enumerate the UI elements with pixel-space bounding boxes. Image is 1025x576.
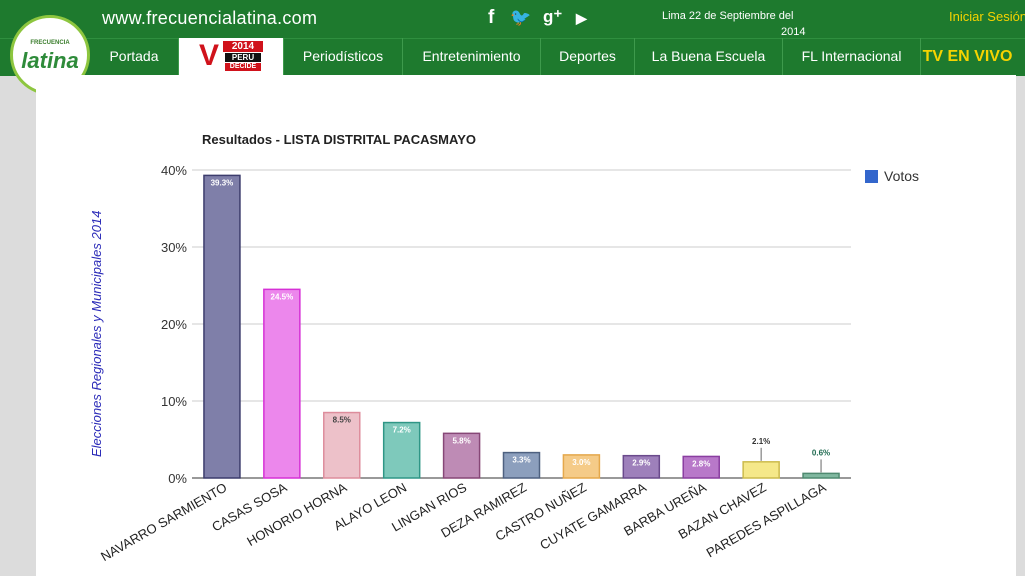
y-tick-label: 0%: [168, 471, 187, 486]
main-nav: [0, 38, 1025, 76]
peru-decide-logo: V 2014 PERU DECIDE: [199, 40, 267, 72]
nav-la-buena-escuela[interactable]: La Buena Escuela: [634, 38, 782, 75]
y-tick-label: 40%: [161, 163, 187, 178]
value-label: 8.5%: [333, 416, 351, 425]
nav-deportes[interactable]: Deportes: [540, 38, 634, 75]
facebook-icon[interactable]: f: [488, 7, 495, 28]
value-label: 24.5%: [271, 292, 294, 301]
value-label: 3.0%: [572, 458, 590, 467]
legend-swatch: [865, 170, 878, 183]
nav-fl-internacional[interactable]: FL Internacional: [782, 38, 920, 75]
google-plus-icon[interactable]: g⁺: [543, 7, 563, 26]
bar: [802, 472, 840, 479]
nav-portada[interactable]: Portada: [109, 48, 159, 64]
logo-main-text: latina: [21, 48, 79, 73]
twitter-icon[interactable]: 🐦: [510, 8, 532, 27]
nav-periodisticos[interactable]: Periodísticos: [283, 38, 402, 75]
y-tick-label: 20%: [161, 317, 187, 332]
badge-line1: PERU: [225, 53, 261, 62]
nav-tv-en-vivo[interactable]: TV EN VIVO: [920, 38, 1014, 75]
value-label: 2.9%: [632, 459, 650, 468]
youtube-icon[interactable]: ▶: [576, 10, 587, 26]
bar: [203, 174, 241, 479]
bar: [263, 288, 301, 479]
login-link[interactable]: Iniciar Sesión: [949, 9, 1025, 24]
site-url[interactable]: www.frecuencialatina.com: [102, 8, 318, 28]
logo-small-text: FRECUENCIA: [30, 40, 70, 46]
bar: [682, 455, 720, 479]
top-bar: [0, 0, 1025, 38]
bar: [622, 454, 661, 479]
bar: [442, 432, 481, 479]
badge-year: 2014: [223, 41, 263, 52]
value-label: 2.1%: [752, 437, 770, 446]
bar: [562, 454, 601, 479]
value-labels: 39.3% 24.5% 8.5% 7.2% 5.8% 3.3% 3.0% 2.9% 2.8% 2.…: [211, 178, 830, 473]
value-label: 2.8%: [692, 459, 710, 468]
chart-grid: [192, 169, 851, 479]
badge-line2: DECIDE: [225, 63, 261, 71]
nav-peru-decide[interactable]: V 2014 PERU DECIDE: [178, 38, 283, 75]
date-line-1: Lima 22 de Septiembre del: [662, 10, 794, 22]
date-line-2: 2014: [781, 26, 806, 38]
side-label: Elecciones Regionales y Municipales 2014: [89, 211, 104, 457]
bar: [742, 461, 780, 479]
bar: [382, 421, 421, 479]
value-label: 5.8%: [452, 436, 470, 445]
y-tick-label: 10%: [161, 394, 187, 409]
value-label: 7.2%: [393, 426, 411, 435]
category-label: CUYATE GAMARRA: [537, 479, 649, 552]
y-axis-ticks: 0% 10% 20% 30% 40%: [161, 163, 187, 486]
y-tick-label: 30%: [161, 240, 187, 255]
bar: [323, 411, 361, 479]
value-label: 39.3%: [211, 178, 234, 187]
nav-entretenimiento[interactable]: Entretenimiento: [402, 38, 540, 75]
chart-card: [36, 75, 1016, 576]
value-label: 3.3%: [512, 456, 530, 465]
value-label: 0.6%: [812, 448, 830, 457]
category-label: HONORIO HORNA: [244, 479, 349, 548]
chart-bars: [203, 174, 840, 479]
legend-label: Votos: [884, 168, 919, 184]
chart-title: Resultados - LISTA DISTRITAL PACASMAYO: [202, 132, 476, 147]
bar: [502, 451, 541, 479]
